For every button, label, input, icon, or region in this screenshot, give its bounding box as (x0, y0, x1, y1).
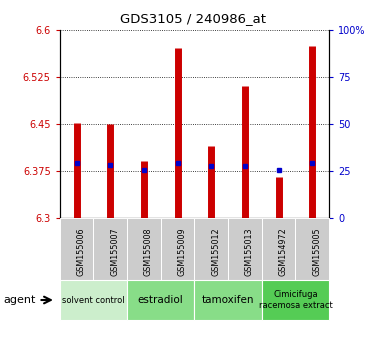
Text: GSM155009: GSM155009 (177, 228, 187, 276)
Text: tamoxifen: tamoxifen (202, 295, 254, 305)
Text: GSM154972: GSM154972 (279, 227, 288, 276)
Text: GSM155012: GSM155012 (211, 228, 220, 276)
Text: GDS3105 / 240986_at: GDS3105 / 240986_at (119, 12, 266, 25)
Text: Cimicifuga
racemosa extract: Cimicifuga racemosa extract (259, 290, 332, 310)
Text: GSM155007: GSM155007 (110, 228, 119, 276)
Text: solvent control: solvent control (62, 296, 125, 304)
Text: GSM155013: GSM155013 (245, 228, 254, 276)
Text: estradiol: estradiol (138, 295, 184, 305)
Text: GSM155006: GSM155006 (77, 228, 85, 276)
Text: agent: agent (4, 295, 36, 305)
Text: GSM155005: GSM155005 (312, 228, 321, 276)
Text: GSM155008: GSM155008 (144, 228, 153, 276)
